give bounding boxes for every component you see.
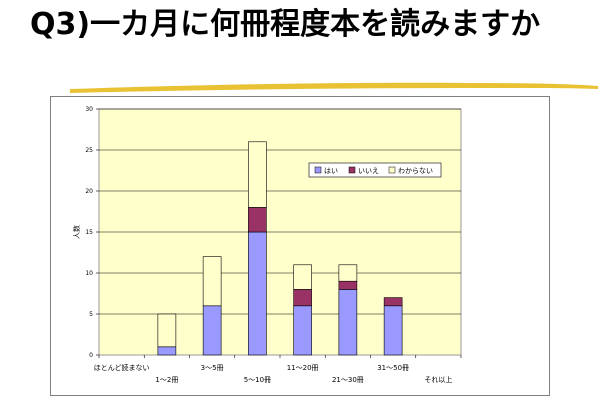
x-category-label-6: 31～50冊 bbox=[377, 364, 409, 372]
legend-box bbox=[308, 162, 442, 178]
x-category-label-1: 1～2冊 bbox=[155, 376, 178, 384]
legend-swatch-1 bbox=[348, 166, 356, 174]
legend-swatch-0 bbox=[314, 166, 322, 174]
y-tick-label-15: 15 bbox=[85, 229, 93, 236]
bar-1-series-2 bbox=[157, 313, 177, 348]
bar-3-series-1 bbox=[248, 207, 267, 233]
chart-frame: 0 5 10 15 20 25 30 人数ほとんど読まない 1～2冊 3～5冊 5～10冊 11～20… bbox=[50, 96, 550, 396]
x-category-label-2: 3～5冊 bbox=[201, 364, 224, 372]
legend-label-0: はい bbox=[324, 167, 338, 175]
legend-label-2: わからない bbox=[398, 167, 433, 175]
y-tick-label-10: 10 bbox=[85, 270, 93, 277]
y-tick-label-5: 5 bbox=[89, 311, 93, 318]
x-category-label-5: 21～30冊 bbox=[332, 376, 364, 384]
title-underline-swoosh bbox=[70, 82, 598, 93]
bar-5-series-0 bbox=[338, 289, 358, 356]
bar-2-series-2 bbox=[202, 256, 222, 307]
legend-label-1: いいえ bbox=[358, 167, 379, 175]
y-tick-label-20: 20 bbox=[85, 188, 93, 195]
legend-swatch-2 bbox=[388, 166, 396, 174]
x-category-label-4: 11～20冊 bbox=[287, 364, 319, 372]
bar-6-series-1 bbox=[383, 297, 403, 307]
y-tick-label-0: 0 bbox=[89, 352, 93, 359]
x-category-label-0: ほとんど読まない bbox=[94, 363, 150, 372]
y-tick-label-30: 30 bbox=[85, 106, 93, 113]
bar-5-series-1 bbox=[338, 280, 358, 290]
bar-4-series-2 bbox=[293, 264, 312, 290]
y-tick-label-25: 25 bbox=[85, 147, 93, 154]
bar-1-series-0 bbox=[157, 346, 177, 356]
bar-4-series-1 bbox=[293, 289, 312, 307]
bar-6-series-0 bbox=[383, 305, 403, 356]
bar-4-series-0 bbox=[293, 305, 312, 356]
bar-3-series-0 bbox=[248, 231, 267, 356]
bar-3-series-2 bbox=[248, 141, 267, 208]
bar-5-series-2 bbox=[338, 264, 358, 282]
x-category-label-3: 5～10冊 bbox=[244, 376, 271, 384]
slide-title: Q3)一カ月に何冊程度本を読みますか bbox=[30, 7, 541, 42]
x-category-label-7: それ以上 bbox=[424, 375, 452, 384]
bar-2-series-0 bbox=[202, 305, 222, 356]
y-axis-title: 人数 bbox=[72, 225, 81, 239]
